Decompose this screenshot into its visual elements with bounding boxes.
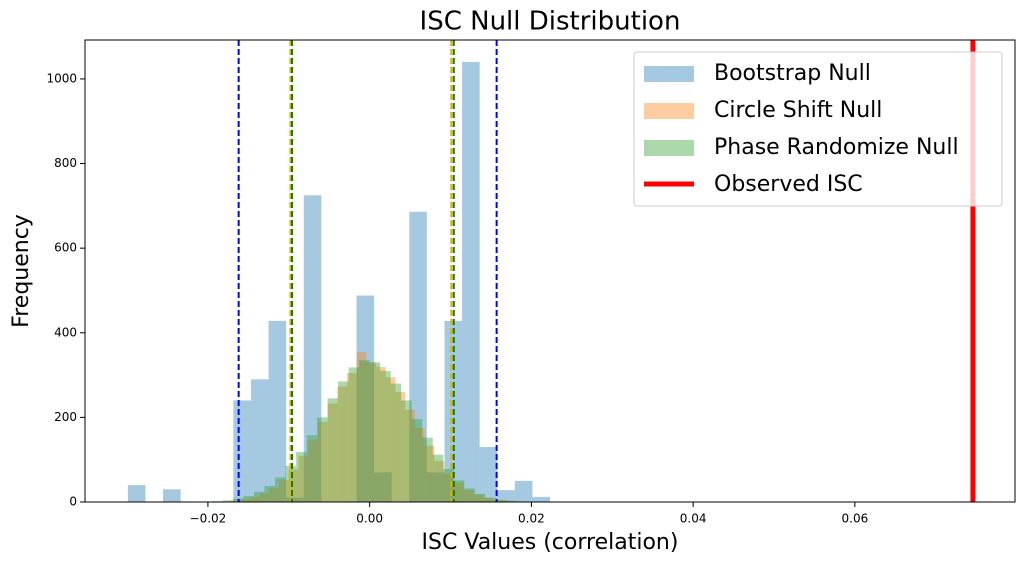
- histogram-bar: [380, 371, 391, 502]
- histogram-bar: [233, 400, 251, 502]
- histogram-bar: [401, 400, 412, 502]
- histogram-bar: [391, 384, 402, 502]
- histogram-bar: [359, 360, 370, 502]
- y-tick-label: 800: [54, 156, 77, 170]
- histogram-bar: [412, 419, 423, 502]
- legend-swatch: [644, 66, 694, 82]
- histogram-bar: [462, 62, 480, 502]
- chart-title: ISC Null Distribution: [420, 7, 681, 37]
- x-tick-label: −0.02: [190, 512, 227, 526]
- histogram-bar: [422, 438, 433, 502]
- histogram-bar: [515, 481, 533, 502]
- histogram-bar: [128, 485, 146, 502]
- y-axis-label: Frequency: [9, 214, 34, 328]
- x-tick-label: 0.02: [518, 512, 545, 526]
- legend-swatch: [644, 103, 694, 119]
- histogram-bar: [269, 321, 287, 502]
- legend-label: Phase Randomize Null: [714, 135, 959, 160]
- x-tick-label: 0.00: [356, 512, 383, 526]
- histogram-bar: [265, 486, 276, 502]
- histogram-bar: [475, 494, 486, 502]
- y-tick-label: 0: [69, 495, 77, 509]
- histogram-bar: [338, 381, 349, 502]
- histogram-bar: [454, 480, 465, 502]
- legend-label: Observed ISC: [714, 172, 863, 197]
- y-tick-label: 200: [54, 410, 77, 424]
- y-tick-label: 1000: [46, 71, 77, 85]
- x-tick-label: 0.04: [680, 512, 707, 526]
- histogram-bar: [370, 362, 381, 502]
- histogram-bar: [244, 496, 255, 502]
- histogram-bar: [254, 492, 265, 502]
- histogram-bar: [349, 367, 360, 502]
- histogram-bar: [328, 398, 339, 502]
- x-tick-label: 0.06: [842, 512, 869, 526]
- legend: Bootstrap Null Circle Shift Null Phase Ran…: [634, 52, 1002, 206]
- histogram-bar: [296, 452, 307, 502]
- histogram-bar: [485, 498, 496, 502]
- legend-swatch: [644, 140, 694, 156]
- histogram-bar: [251, 379, 269, 502]
- histogram-bar: [532, 497, 550, 502]
- histogram-bar: [480, 447, 498, 502]
- histogram-bar: [275, 477, 286, 502]
- legend-label: Circle Shift Null: [714, 98, 882, 123]
- histogram-bar: [464, 488, 475, 502]
- histogram-bar: [433, 455, 444, 502]
- histogram-bar: [163, 489, 181, 502]
- y-tick-label: 400: [54, 325, 77, 339]
- x-axis-label: ISC Values (correlation): [422, 530, 679, 555]
- histogram-bar: [307, 435, 318, 502]
- legend-label: Bootstrap Null: [714, 61, 871, 86]
- histogram-bar: [317, 417, 328, 502]
- y-tick-label: 600: [54, 241, 77, 255]
